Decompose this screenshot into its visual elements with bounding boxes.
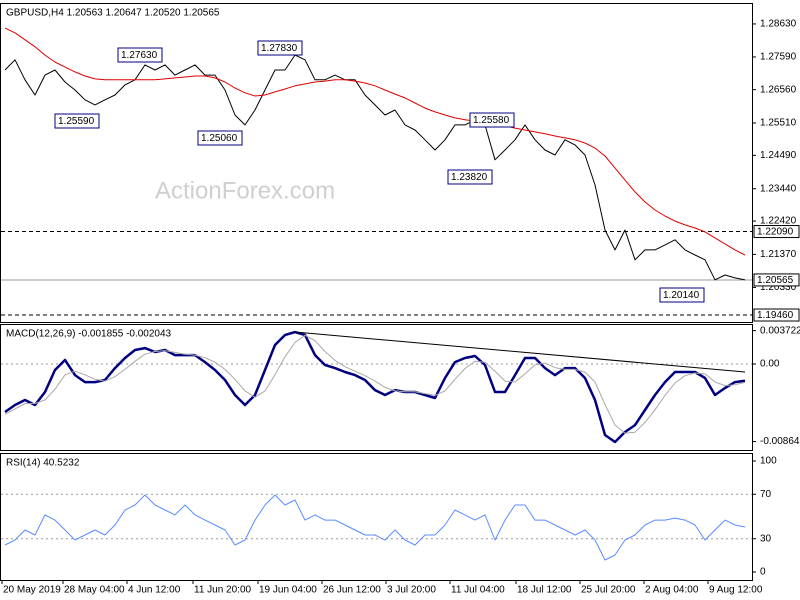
y-tick-label: 70 — [760, 489, 772, 500]
watermark: ActionForex.com — [155, 177, 335, 204]
x-tick-label: 2 Aug 04:00 — [645, 585, 699, 596]
y-tick-label: 1.22420 — [760, 216, 797, 227]
trend-line — [294, 331, 746, 373]
x-tick-label: 3 Jul 20:00 — [387, 585, 436, 596]
x-tick-label: 20 May 2019 — [3, 585, 61, 596]
level-label: 1.20565 — [757, 275, 794, 286]
y-tick-label: 1.23440 — [760, 183, 797, 194]
annotation-box — [117, 47, 163, 63]
x-tick-label: 11 Jun 20:00 — [194, 585, 252, 596]
annotation: 1.25060 — [201, 133, 238, 144]
level-label: 1.19460 — [757, 310, 794, 321]
annotation-box — [197, 130, 243, 146]
y-tick-label: 1.25510 — [760, 118, 797, 129]
annotation-box — [659, 287, 705, 303]
annotation-box — [469, 112, 515, 128]
annotation-box — [447, 169, 493, 185]
panel-title: MACD(12,26,9) -0.001855 -0.002043 — [6, 329, 172, 340]
level-label-box — [753, 225, 800, 239]
annotation: 1.25580 — [473, 115, 510, 126]
level-label: 1.22090 — [757, 227, 794, 238]
y-tick-label: 0.003722 — [760, 325, 800, 336]
x-tick-label: 18 Jul 12:00 — [517, 585, 572, 596]
annotation: 1.25590 — [58, 116, 95, 127]
x-tick-label: 28 May 04:00 — [64, 585, 125, 596]
annotation-box — [257, 40, 303, 56]
y-tick-label: 1.28630 — [760, 19, 797, 30]
panel-title: GBPUSD,H4 1.20563 1.20647 1.20520 1.2056… — [6, 8, 220, 19]
annotation: 1.23820 — [451, 172, 488, 183]
panel-frame — [0, 453, 753, 581]
x-tick-label: 26 Jun 12:00 — [323, 585, 381, 596]
y-tick-label: 30 — [760, 533, 772, 544]
y-tick-label: 0 — [760, 567, 766, 578]
y-tick-label: 1.21370 — [760, 249, 797, 260]
y-tick-label: 1.27590 — [760, 52, 797, 63]
panel-frame — [0, 3, 753, 323]
level-label-box — [753, 273, 800, 287]
y-tick-label: 100 — [760, 456, 777, 467]
panel-title: RSI(14) 40.5232 — [6, 458, 80, 469]
panel-frame — [0, 324, 753, 451]
series-line — [4, 54, 746, 281]
series-line — [4, 494, 746, 561]
x-tick-label: 4 Jun 12:00 — [128, 585, 181, 596]
y-tick-label: 1.24490 — [760, 150, 797, 161]
y-tick-label: 0.00 — [760, 359, 780, 370]
x-tick-label: 9 Aug 12:00 — [709, 585, 763, 596]
x-tick-label: 11 Jul 04:00 — [451, 585, 505, 596]
x-tick-label: 25 Jul 20:00 — [581, 585, 636, 596]
series-line — [4, 334, 746, 434]
annotation-box — [54, 113, 100, 129]
y-tick-label: 1.26560 — [760, 84, 797, 95]
annotation: 1.27830 — [261, 43, 298, 54]
y-tick-label: 1.20330 — [760, 282, 797, 293]
series-line — [4, 330, 746, 444]
level-label-box — [753, 308, 800, 322]
y-tick-label: -0.008643 — [760, 436, 800, 447]
annotation: 1.27630 — [121, 50, 158, 61]
annotation: 1.20140 — [663, 290, 700, 301]
x-tick-label: 19 Jun 04:00 — [259, 585, 317, 596]
series-line — [4, 27, 746, 256]
